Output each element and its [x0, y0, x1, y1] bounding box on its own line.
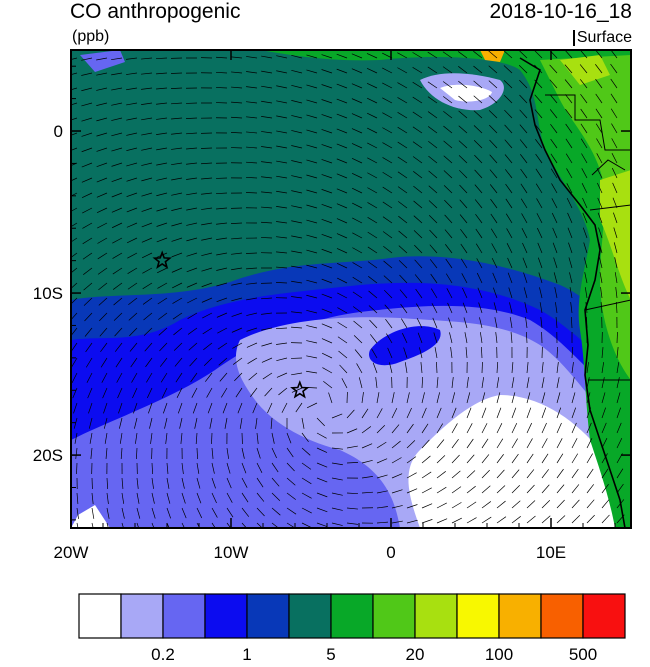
- colorbar-swatch: [414, 593, 458, 639]
- colorbar-label: 100: [485, 645, 513, 664]
- colorbar-label: 500: [569, 645, 597, 664]
- units-label: (ppb): [72, 28, 110, 45]
- colorbar-swatch: [456, 593, 500, 639]
- x-tick-label: 10E: [536, 543, 566, 562]
- wind-vectors: [71, 50, 625, 528]
- colorbar-label: 20: [406, 645, 425, 664]
- colorbar-swatch: [582, 593, 626, 639]
- y-axis: 0 10S 20S: [33, 65, 631, 521]
- star-marker: [290, 380, 310, 399]
- x-tick-label: 10W: [214, 543, 249, 562]
- colorbar-label: 5: [326, 645, 335, 664]
- colorbar-swatch: [540, 593, 584, 639]
- datetime-label: 2018-10-16_18: [489, 0, 632, 23]
- map-title: CO anthropogenic: [70, 0, 241, 23]
- colorbar-label: 0.2: [151, 645, 175, 664]
- y-tick-label: 10S: [33, 284, 63, 303]
- co-concentration-field: [71, 50, 631, 528]
- colorbar: 0.2 1 5 20 100 500: [78, 593, 626, 664]
- colorbar-swatch: [120, 593, 164, 639]
- colorbar-label: 1: [242, 645, 251, 664]
- x-axis: 20W 10W 0 10E: [54, 50, 616, 562]
- colorbar-swatch: [498, 593, 542, 639]
- colorbar-swatch: [204, 593, 248, 639]
- colorbar-swatch: [162, 593, 206, 639]
- x-tick-label: 0: [386, 543, 395, 562]
- colorbar-swatch: [288, 593, 332, 639]
- station-markers: [152, 250, 310, 399]
- colorbar-swatch: [78, 593, 122, 639]
- map-frame: [70, 49, 632, 529]
- y-tick-label: 20S: [33, 446, 63, 465]
- colorbar-swatch: [372, 593, 416, 639]
- colorbar-swatch: [246, 593, 290, 639]
- x-tick-label: 20W: [54, 543, 89, 562]
- y-tick-label: 0: [54, 122, 63, 141]
- level-label: Surface: [572, 30, 632, 46]
- colorbar-swatch: [330, 593, 374, 639]
- star-marker: [152, 250, 172, 269]
